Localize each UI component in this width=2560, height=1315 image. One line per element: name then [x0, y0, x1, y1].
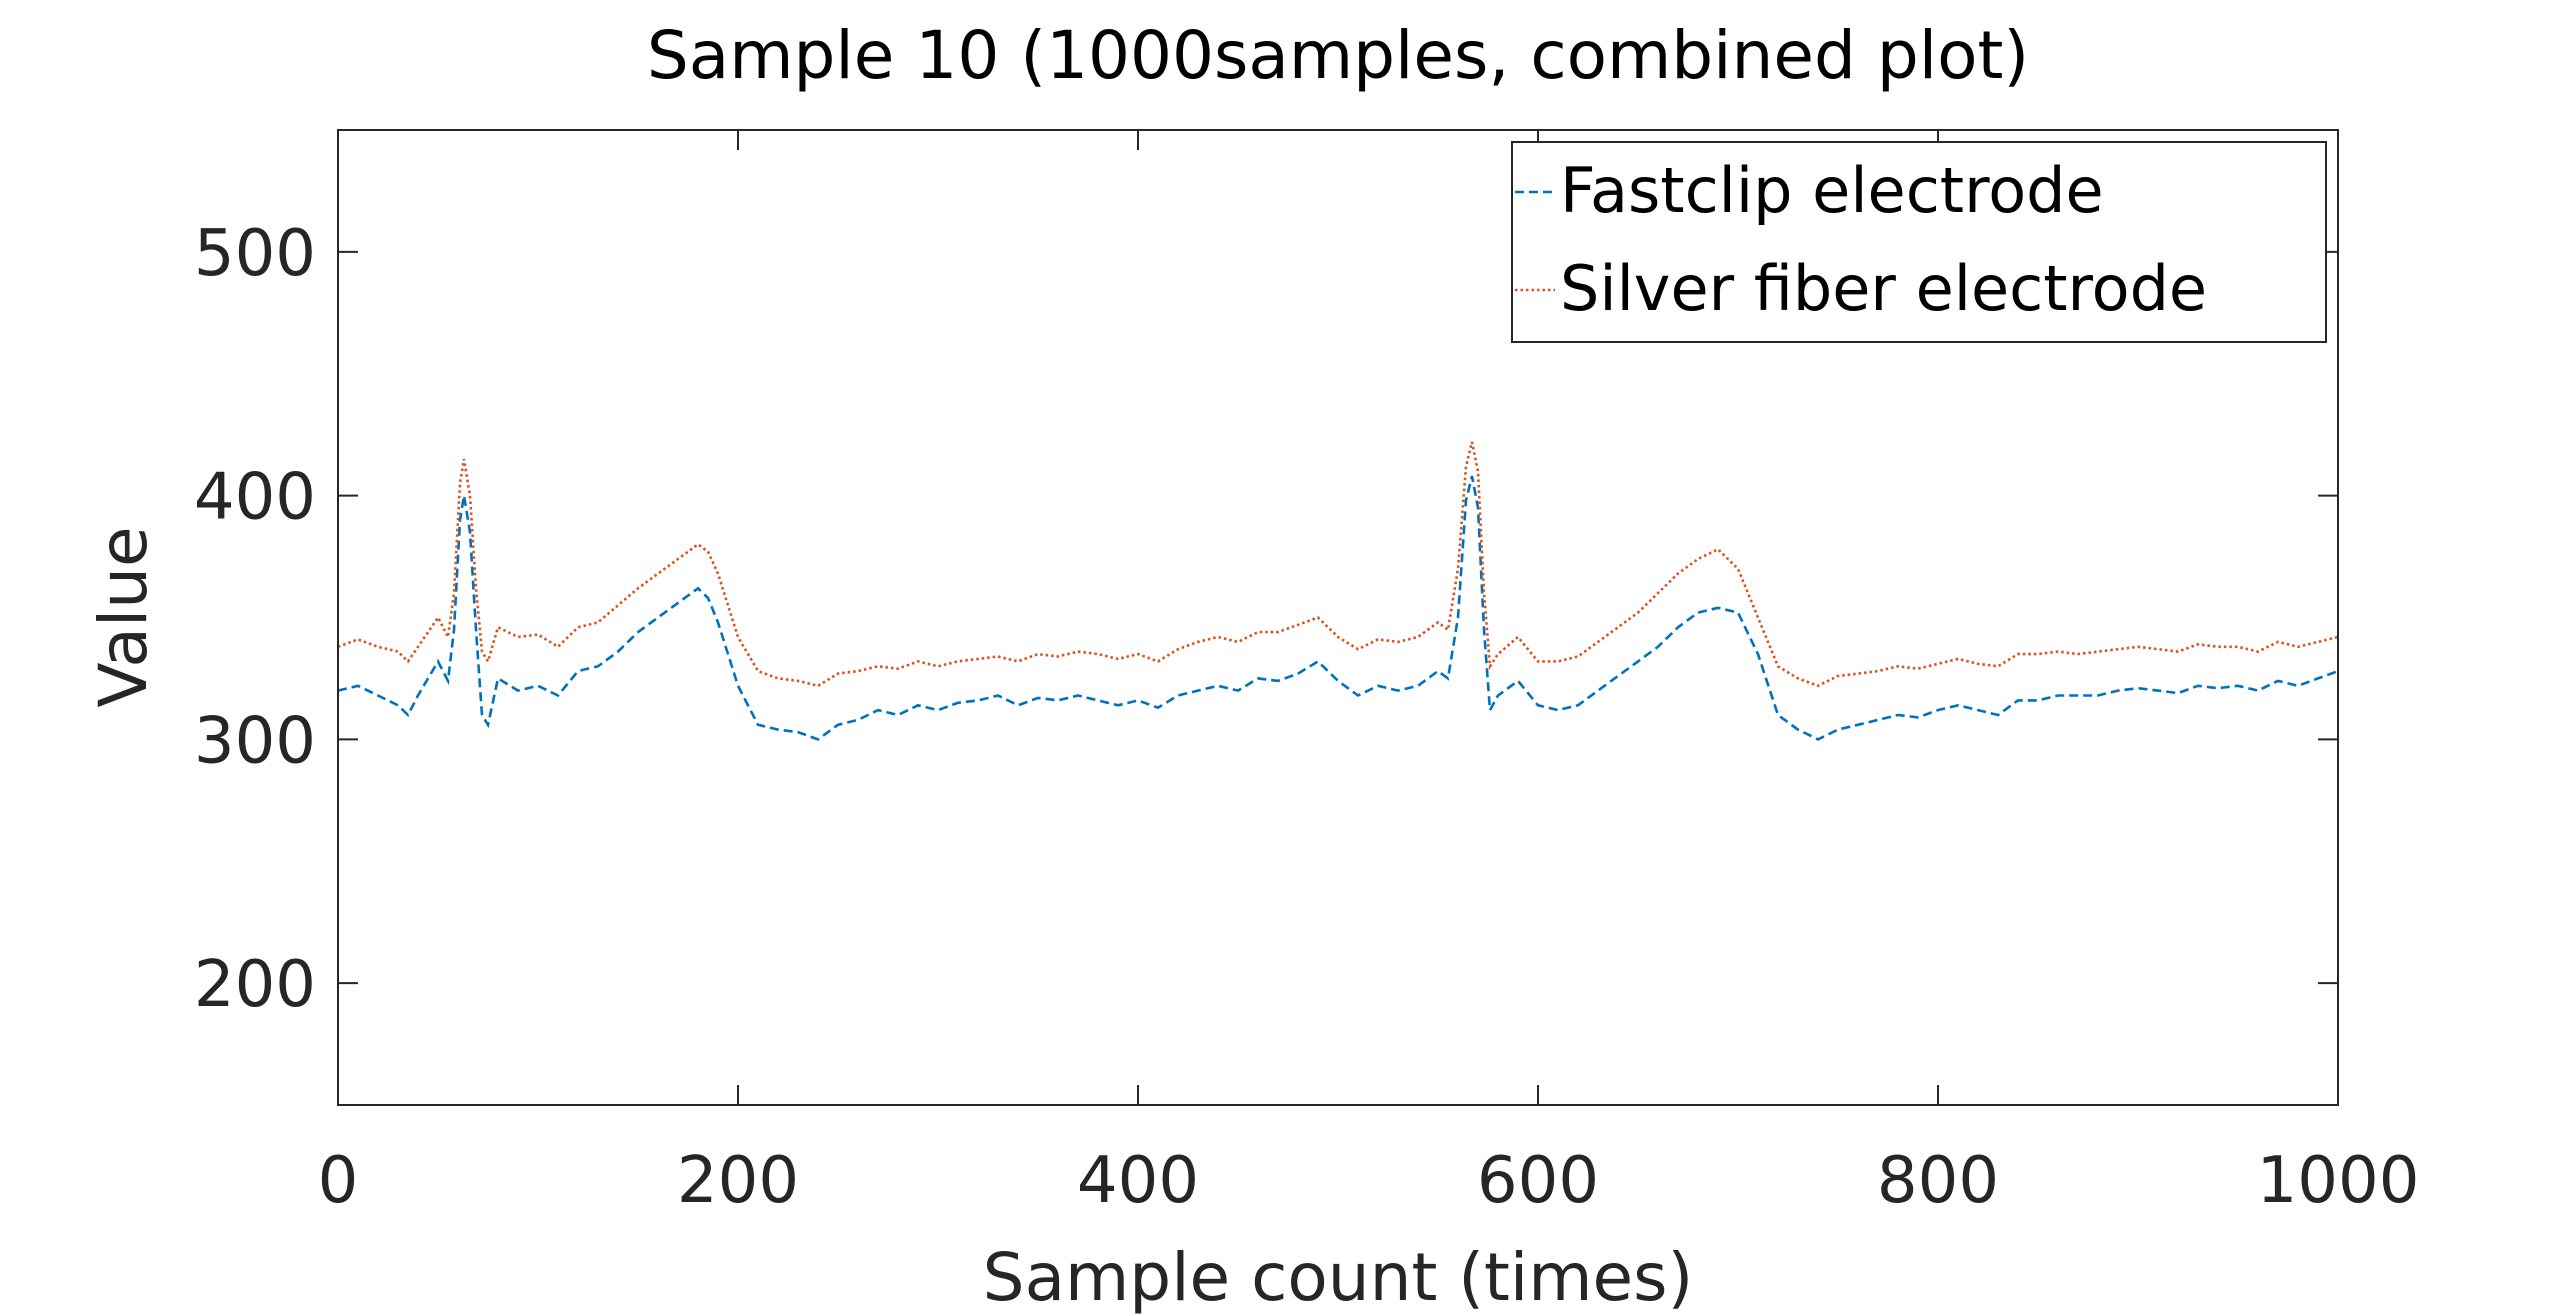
x-tick-label: 400 — [1077, 1144, 1199, 1218]
axes-frame — [337, 129, 2339, 1106]
series-line-1 — [337, 441, 2339, 688]
chart-title: Sample 10 (1000samples, combined plot) — [647, 17, 2029, 94]
x-tick-label: 1000 — [2257, 1144, 2420, 1218]
legend-box — [1511, 141, 2327, 343]
series-layer — [337, 441, 2339, 741]
series-line-0 — [337, 475, 2339, 741]
legend-silver-fiber-label: Silver fiber electrode — [1560, 252, 2207, 325]
legend: Fastclip electrode Silver fiber electrod… — [1511, 141, 2327, 343]
y-tick-label: 200 — [194, 948, 316, 1022]
axes-layer — [337, 129, 2339, 1106]
y-axis-label: Value — [85, 526, 162, 707]
x-tick-label: 0 — [318, 1144, 359, 1218]
x-axis-label: Sample count (times) — [983, 1239, 1694, 1315]
x-tick-label: 200 — [677, 1144, 799, 1218]
legend-fastclip-label: Fastclip electrode — [1560, 154, 2104, 227]
y-tick-label: 500 — [194, 217, 316, 291]
x-tick-label: 600 — [1477, 1144, 1599, 1218]
y-tick-label: 300 — [194, 704, 316, 778]
ticks-layer: 0 200 400 600 800 1000 200 300 400 500 — [194, 130, 2420, 1218]
x-tick-label: 800 — [1877, 1144, 1999, 1218]
y-tick-label: 400 — [194, 461, 316, 535]
